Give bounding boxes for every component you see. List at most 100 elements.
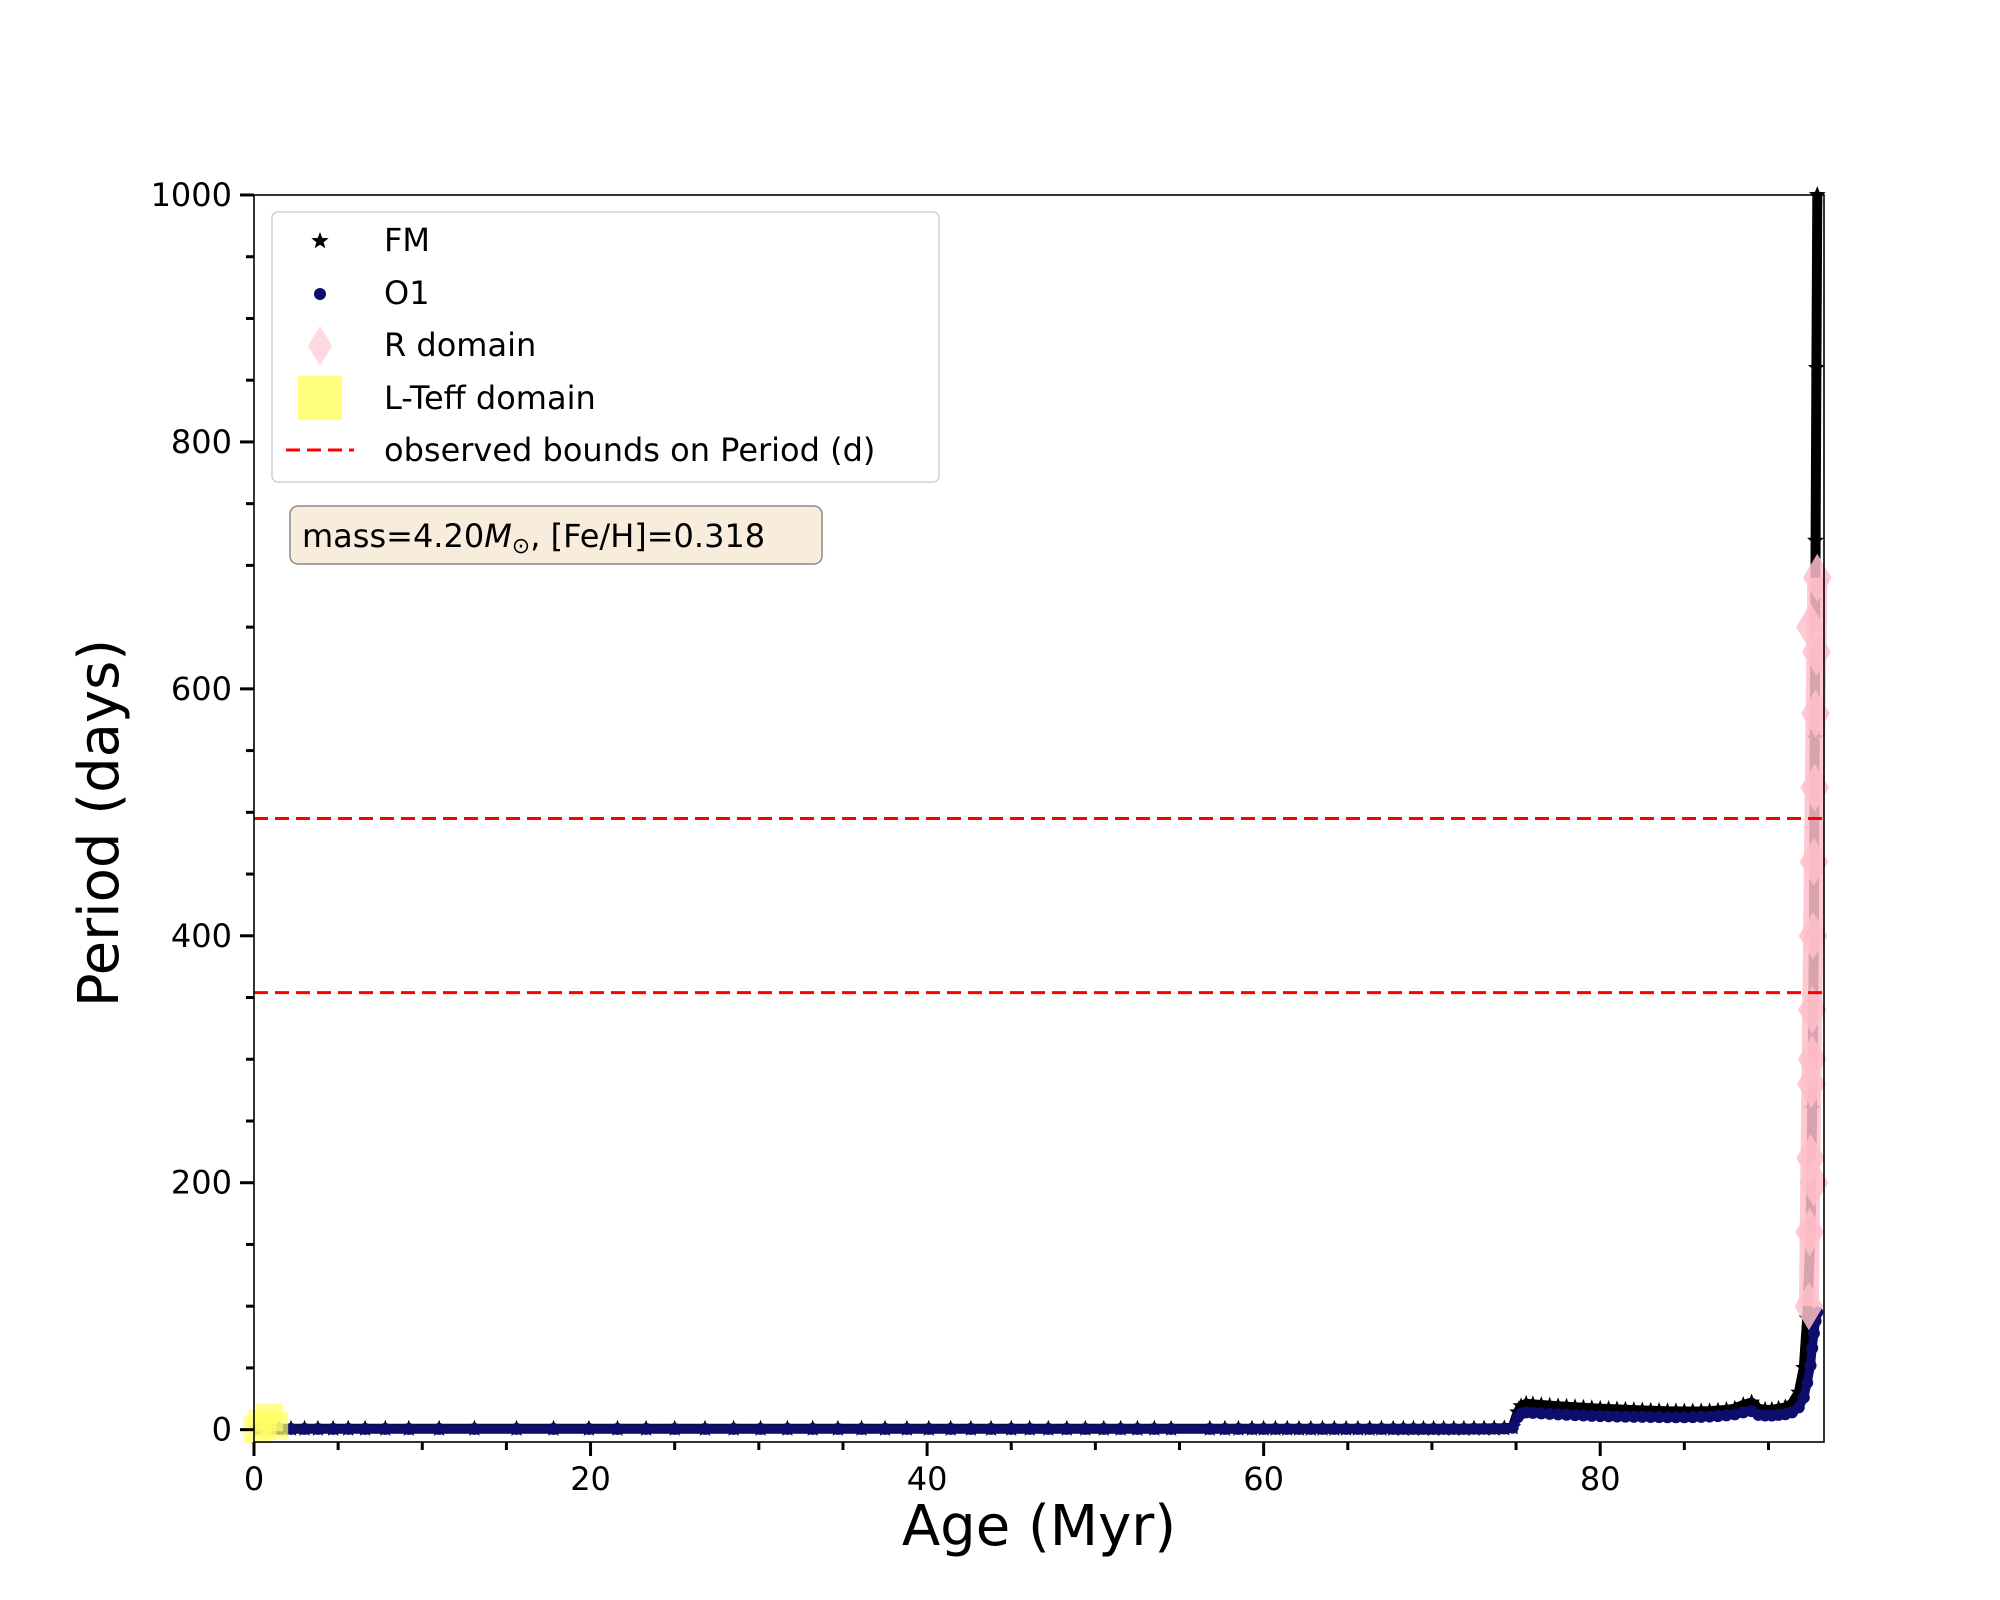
x-tick-label: 80: [1580, 1460, 1621, 1498]
series-1-point: [1292, 1422, 1305, 1435]
series-1-point: [1218, 1422, 1231, 1435]
series-1-point: [1060, 1422, 1073, 1435]
series-1-point: [1686, 1411, 1699, 1424]
x-axis-label: Age (Myr): [902, 1494, 1176, 1559]
series-1-point: [1079, 1422, 1092, 1435]
series-0-point: [1650, 1402, 1668, 1419]
series-1-point: [1627, 1410, 1640, 1423]
series-1-point: [1678, 1411, 1691, 1424]
series-0-point: [1684, 1402, 1702, 1419]
series-1-point: [1005, 1422, 1018, 1435]
series-1-point: [1695, 1410, 1708, 1423]
series-0-point: [1717, 1400, 1735, 1418]
y-tick-label: 200: [171, 1164, 232, 1202]
series-1-point: [1478, 1422, 1491, 1435]
series-0-point: [1616, 1400, 1634, 1418]
series-1-point: [1611, 1410, 1624, 1423]
series-1-point: [668, 1422, 681, 1435]
series-1-point: [1328, 1422, 1341, 1435]
y-tick-label: 400: [171, 917, 232, 955]
series-0-point: [1549, 1397, 1567, 1414]
annotation-symbol: M: [484, 517, 512, 555]
series-1-point: [1351, 1422, 1364, 1435]
series-0-point: [1541, 1396, 1559, 1413]
series-2-point: [1797, 985, 1827, 1034]
series-1-point: [1577, 1409, 1590, 1422]
series-1-point: [1232, 1422, 1245, 1435]
series-0-point: [1756, 1400, 1774, 1418]
series-0-point: [1734, 1396, 1752, 1413]
series-1-point: [1797, 1391, 1810, 1404]
series-1-point: [582, 1422, 595, 1435]
series-1-point: [1427, 1422, 1440, 1435]
series-1-point: [298, 1422, 311, 1435]
series-2: [1794, 553, 1832, 1331]
series-1-point: [1806, 1342, 1819, 1355]
series-1-point: [1447, 1422, 1460, 1435]
series-1-point: [754, 1422, 767, 1435]
series-1-point: [1387, 1422, 1400, 1435]
series-1-point: [433, 1422, 446, 1435]
series-0-point: [1625, 1401, 1643, 1418]
series-2-point: [1797, 1035, 1827, 1084]
series-1-point: [611, 1422, 624, 1435]
series-1-point: [855, 1422, 868, 1435]
series-1-point: [1619, 1410, 1632, 1423]
series-1-point: [727, 1422, 740, 1435]
annotation-background: [289, 505, 823, 565]
series-0-point: [1795, 1358, 1813, 1376]
series-0-point: [1658, 1402, 1677, 1419]
series-0-point: [1667, 1402, 1685, 1419]
series-1-point: [510, 1422, 523, 1435]
series-1-point: [831, 1422, 844, 1435]
plot-frame: [253, 194, 1825, 1443]
series-1-point: [1807, 1327, 1820, 1340]
series-1-point: [1644, 1411, 1657, 1424]
series-0-point: [1692, 1402, 1710, 1419]
series-0-point: [1726, 1399, 1744, 1416]
y-axis-label: Period (days): [67, 639, 132, 1007]
y-tick-label: 1000: [151, 176, 232, 214]
series-1-point: [1245, 1422, 1258, 1435]
legend-label-r-domain: R domain: [384, 326, 536, 364]
series-3: [243, 1403, 289, 1444]
series-1-point: [1097, 1422, 1110, 1435]
series-1-point: [327, 1422, 340, 1435]
series-1-point: [1397, 1422, 1410, 1435]
legend: FM O1 R domain L-Teff domain observed bo…: [271, 211, 940, 483]
series-0-point: [1532, 1396, 1550, 1413]
series-1-point: [922, 1422, 935, 1435]
series-1-point: [1653, 1411, 1666, 1424]
series-1-point: [1375, 1422, 1388, 1435]
legend-marker-o1: [314, 288, 326, 300]
series-0-point: [1743, 1393, 1761, 1410]
series-1-point: [1602, 1410, 1615, 1423]
legend-marker-lteff-domain: [298, 376, 342, 420]
series-1-point: [1552, 1408, 1565, 1421]
legend-label-o1: O1: [384, 274, 430, 312]
series-1-point: [1437, 1422, 1450, 1435]
annotation-suffix: , [Fe/H]=0.318: [530, 517, 765, 555]
series-1-point: [1269, 1422, 1282, 1435]
series-1-point: [640, 1422, 653, 1435]
series-2-point: [1795, 1208, 1825, 1257]
series-0-point: [1776, 1398, 1794, 1415]
series-1-point: [359, 1422, 372, 1435]
annotation-subscript: ⊙: [512, 534, 530, 559]
series-1-point: [1281, 1422, 1294, 1435]
series-1-point: [1316, 1422, 1329, 1435]
series-2-point: [1798, 911, 1828, 960]
series-1-point: [1560, 1408, 1573, 1421]
series-1-point: [879, 1422, 892, 1435]
series-0-point: [1808, 186, 1826, 203]
series-0-point: [1608, 1400, 1626, 1417]
series-1-point: [1148, 1422, 1161, 1435]
legend-label-fm: FM: [384, 221, 430, 259]
legend-label-observed-bounds: observed bounds on Period (d): [384, 431, 875, 469]
legend-marker-fm: [311, 232, 329, 249]
series-1-point: [1042, 1422, 1055, 1435]
series-1-point: [806, 1422, 819, 1435]
y-tick-label: 800: [171, 423, 232, 461]
